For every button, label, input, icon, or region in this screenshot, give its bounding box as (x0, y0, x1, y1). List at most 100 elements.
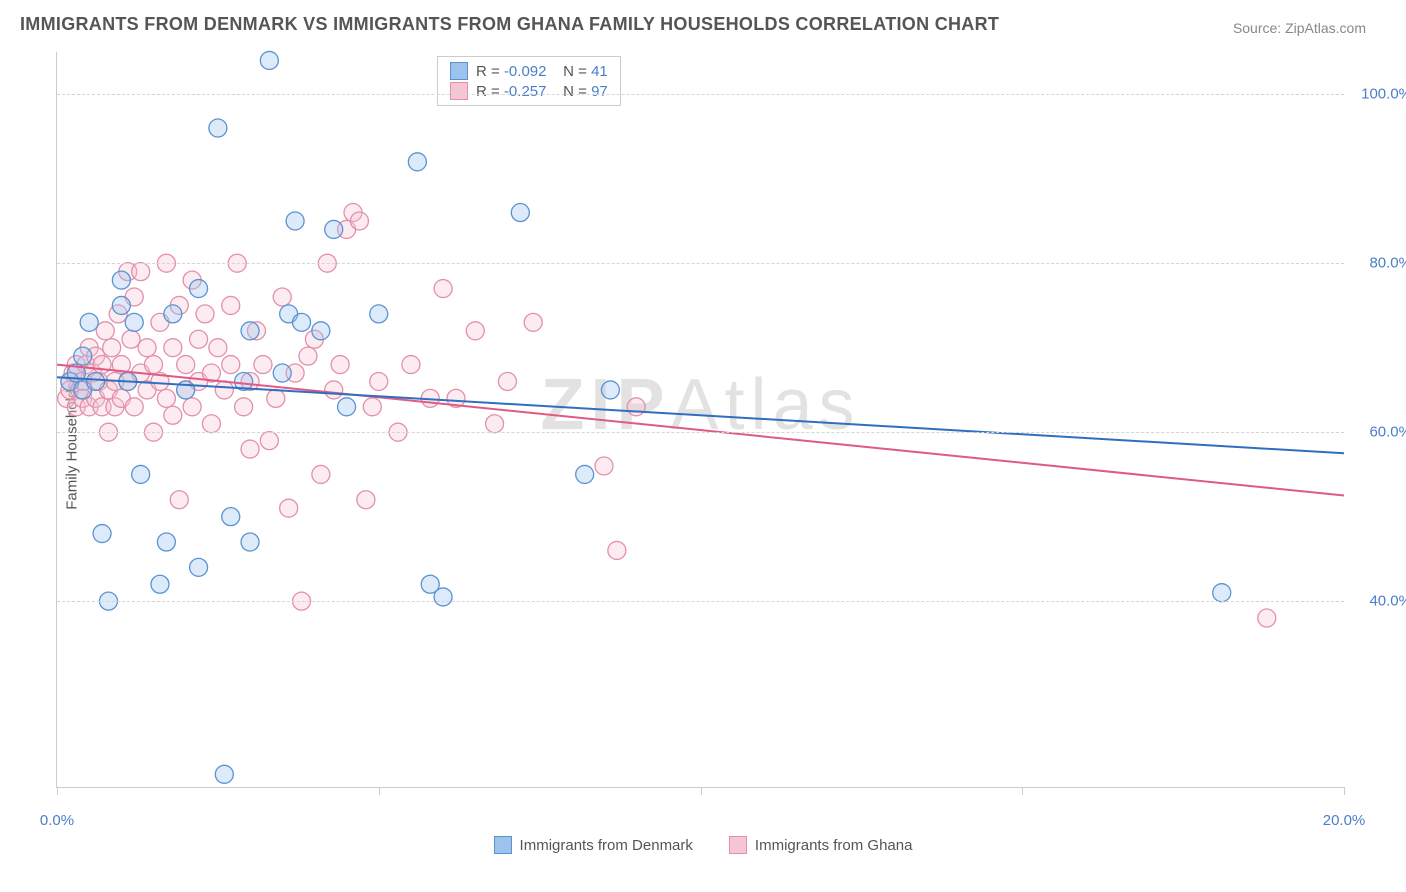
ghana-swatch (450, 82, 468, 100)
x-tick (1022, 787, 1023, 795)
data-point (408, 153, 426, 171)
data-point (601, 381, 619, 399)
x-tick (379, 787, 380, 795)
chart-title: IMMIGRANTS FROM DENMARK VS IMMIGRANTS FR… (20, 14, 999, 35)
data-point (190, 558, 208, 576)
data-point (511, 204, 529, 222)
denmark-r-stat: R = -0.092 N = 41 (476, 63, 608, 80)
data-point (112, 271, 130, 289)
data-point (286, 212, 304, 230)
y-tick-label: 80.0% (1352, 255, 1406, 272)
data-point (434, 588, 452, 606)
ghana-label: Immigrants from Ghana (755, 837, 913, 854)
denmark-swatch-icon (494, 836, 512, 854)
legend-row-ghana: R = -0.257 N = 97 (450, 81, 608, 101)
data-point (202, 415, 220, 433)
data-point (260, 432, 278, 450)
data-point (627, 398, 645, 416)
data-point (241, 322, 259, 340)
data-point (241, 533, 259, 551)
data-point (350, 212, 368, 230)
gridline (57, 601, 1344, 602)
data-point (273, 288, 291, 306)
ghana-r-stat: R = -0.257 N = 97 (476, 83, 608, 100)
data-point (183, 398, 201, 416)
data-point (177, 356, 195, 374)
data-point (486, 415, 504, 433)
y-tick-label: 40.0% (1352, 593, 1406, 610)
x-tick-label: 20.0% (1323, 812, 1366, 829)
data-point (357, 491, 375, 509)
y-tick-label: 60.0% (1352, 424, 1406, 441)
data-point (103, 339, 121, 357)
chart-container: IMMIGRANTS FROM DENMARK VS IMMIGRANTS FR… (0, 0, 1406, 892)
data-point (222, 356, 240, 374)
data-point (80, 313, 98, 331)
data-point (260, 51, 278, 69)
data-point (74, 347, 92, 365)
data-point (325, 381, 343, 399)
data-point (222, 508, 240, 526)
data-point (170, 491, 188, 509)
gridline (57, 263, 1344, 264)
data-point (190, 330, 208, 348)
legend-item-ghana: Immigrants from Ghana (729, 836, 913, 854)
scatter-svg (57, 52, 1344, 787)
data-point (132, 465, 150, 483)
gridline (57, 94, 1344, 95)
denmark-swatch (450, 62, 468, 80)
data-point (164, 339, 182, 357)
data-point (157, 533, 175, 551)
data-point (209, 339, 227, 357)
x-tick (701, 787, 702, 795)
ghana-swatch-icon (729, 836, 747, 854)
data-point (254, 356, 272, 374)
data-point (138, 339, 156, 357)
x-tick (1344, 787, 1345, 795)
data-point (87, 372, 105, 390)
data-point (164, 305, 182, 323)
data-point (96, 322, 114, 340)
x-tick-label: 0.0% (40, 812, 74, 829)
data-point (164, 406, 182, 424)
data-point (93, 356, 111, 374)
data-point (434, 280, 452, 298)
data-point (280, 499, 298, 517)
data-point (151, 575, 169, 593)
data-point (267, 389, 285, 407)
data-point (215, 381, 233, 399)
series-legend: Immigrants from Denmark Immigrants from … (0, 836, 1406, 854)
data-point (370, 305, 388, 323)
data-point (112, 296, 130, 314)
data-point (93, 525, 111, 543)
data-point (299, 347, 317, 365)
stats-legend: R = -0.092 N = 41 R = -0.257 N = 97 (437, 56, 621, 106)
legend-item-denmark: Immigrants from Denmark (494, 836, 693, 854)
data-point (125, 313, 143, 331)
data-point (125, 398, 143, 416)
data-point (402, 356, 420, 374)
data-point (222, 296, 240, 314)
data-point (595, 457, 613, 475)
data-point (338, 398, 356, 416)
data-point (145, 356, 163, 374)
data-point (466, 322, 484, 340)
data-point (331, 356, 349, 374)
data-point (293, 313, 311, 331)
data-point (273, 364, 291, 382)
data-point (312, 322, 330, 340)
plot-area: ZIPAtlas R = -0.092 N = 41 R = -0.257 (56, 52, 1344, 788)
denmark-label: Immigrants from Denmark (520, 837, 693, 854)
data-point (608, 541, 626, 559)
data-point (312, 465, 330, 483)
data-point (190, 280, 208, 298)
y-tick-label: 100.0% (1352, 86, 1406, 103)
legend-row-denmark: R = -0.092 N = 41 (450, 61, 608, 81)
data-point (1258, 609, 1276, 627)
data-point (122, 330, 140, 348)
trend-line (57, 365, 1344, 496)
data-point (325, 220, 343, 238)
data-point (363, 398, 381, 416)
data-point (235, 398, 253, 416)
gridline (57, 432, 1344, 433)
